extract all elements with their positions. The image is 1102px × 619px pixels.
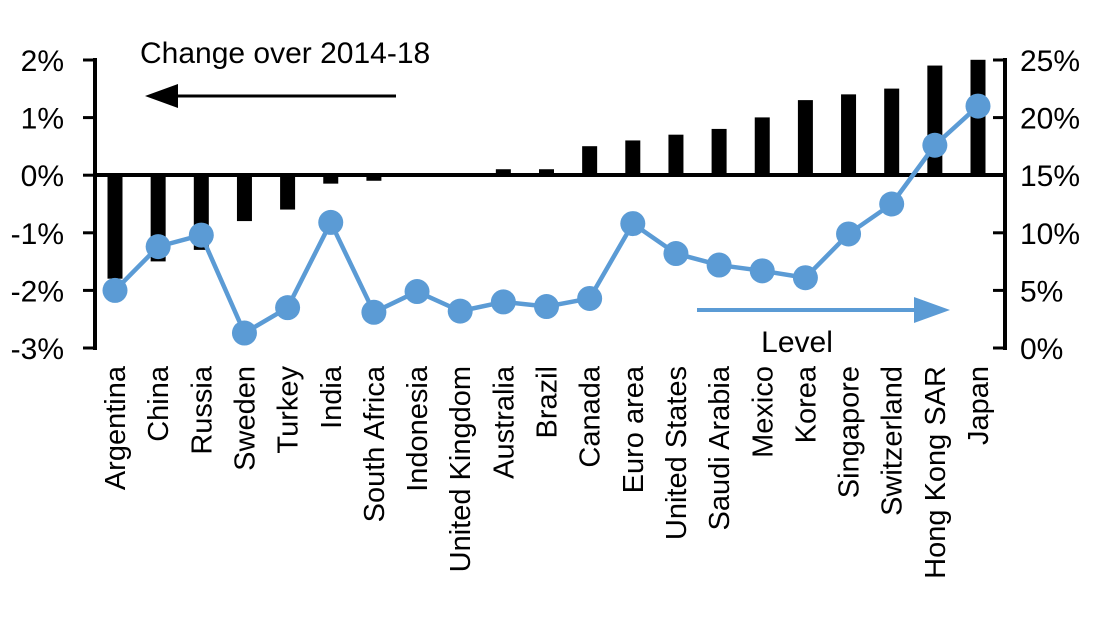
bar-Brazil	[539, 169, 554, 175]
level-dot-Euro area	[620, 211, 646, 237]
level-dot-Hong Kong SAR	[922, 132, 948, 158]
x-label-mexico: Mexico	[747, 366, 779, 458]
level-dot-South Africa	[361, 299, 387, 325]
x-label-euro-area: Euro area	[618, 365, 650, 493]
right-axis-tick-label: 25%	[1020, 45, 1080, 78]
x-label-brazil: Brazil	[532, 366, 564, 439]
bar-Argentina	[107, 175, 123, 279]
level-dot-Singapore	[836, 221, 862, 247]
bar-Singapore	[841, 94, 857, 175]
bar-Canada	[582, 146, 598, 175]
x-label-hong-kong-sar: Hong Kong SAR	[920, 366, 952, 579]
level-dot-Switzerland	[879, 191, 905, 217]
bar-South Africa	[366, 175, 382, 181]
x-label-turkey: Turkey	[273, 366, 305, 454]
bar-Australia	[495, 169, 511, 175]
x-label-saudi-arabia: Saudi Arabia	[704, 365, 736, 530]
level-dot-Korea	[792, 265, 818, 291]
axes: 2% 25% 1% 20% 0% 15% -1% 10% -2% 5% -3% 0%	[11, 45, 1080, 366]
right-axis-tick-label: 5%	[1020, 275, 1063, 308]
level-dot-United Kingdom	[447, 298, 473, 324]
x-label-russia: Russia	[186, 365, 218, 455]
left-axis-tick-label: -1%	[11, 218, 64, 251]
x-label-indonesia: Indonesia	[402, 365, 434, 492]
level-dot-India	[318, 209, 344, 235]
left-axis-tick-label: 2%	[21, 45, 64, 78]
bar-Hong Kong SAR	[927, 65, 943, 175]
bar-Turkey	[280, 175, 296, 210]
x-axis-labels: Argentina China Russia Sweden Turkey India Sou…	[100, 365, 995, 579]
change-bars-series	[107, 59, 986, 279]
x-label-singapore: Singapore	[834, 366, 866, 498]
x-label-sweden: Sweden	[229, 366, 261, 471]
bar-United States	[668, 134, 684, 175]
level-dot-Saudi Arabia	[706, 252, 732, 278]
right-axis-tick-label: 15%	[1020, 160, 1080, 193]
level-right-arrow-icon	[697, 297, 950, 323]
x-label-switzerland: Switzerland	[877, 366, 909, 516]
bar-Switzerland	[884, 88, 900, 175]
x-label-united-kingdom: United Kingdom	[445, 366, 477, 572]
bar-India	[323, 175, 339, 184]
right-axis-tick-label: 10%	[1020, 218, 1080, 251]
x-label-south-africa: South Africa	[359, 365, 391, 522]
level-dot-Canada	[577, 285, 603, 311]
level-dot-Sweden	[231, 320, 257, 346]
line-series-label: Level	[761, 326, 833, 359]
level-dot-Australia	[490, 289, 516, 315]
bar-Sweden	[236, 175, 252, 222]
level-dot-Argentina	[102, 277, 128, 303]
bar-Euro area	[625, 140, 641, 175]
bar-series-label: Change over 2014-18	[140, 37, 430, 70]
left-axis-tick-label: -3%	[11, 333, 64, 366]
level-dot-Indonesia	[404, 279, 430, 305]
level-line-series	[102, 93, 991, 346]
right-axis-tick-label: 20%	[1020, 103, 1080, 136]
level-dot-China	[145, 234, 171, 260]
left-axis-tick-label: 0%	[21, 160, 64, 193]
level-dot-Brazil	[534, 294, 559, 320]
change-left-arrow-icon	[145, 84, 396, 108]
x-label-korea: Korea	[790, 365, 822, 443]
x-label-canada: Canada	[575, 365, 607, 467]
left-axis-tick-label: -2%	[11, 275, 64, 308]
x-label-india: India	[316, 365, 348, 429]
level-dot-United States	[663, 241, 689, 267]
level-dot-Mexico	[749, 258, 775, 284]
x-label-united-states: United States	[661, 366, 693, 540]
level-dot-Japan	[965, 93, 991, 119]
x-label-australia: Australia	[488, 365, 520, 479]
level-dot-Russia	[188, 222, 214, 248]
x-label-japan: Japan	[963, 366, 995, 445]
x-label-argentina: Argentina	[100, 365, 132, 490]
left-axis-tick-label: 1%	[21, 103, 64, 136]
level-dot-Turkey	[275, 295, 301, 321]
bar-Saudi Arabia	[711, 128, 727, 175]
bar-Korea	[797, 100, 813, 175]
bar-Mexico	[754, 117, 770, 175]
right-axis-tick-label: 0%	[1020, 333, 1063, 366]
x-label-china: China	[143, 365, 175, 442]
